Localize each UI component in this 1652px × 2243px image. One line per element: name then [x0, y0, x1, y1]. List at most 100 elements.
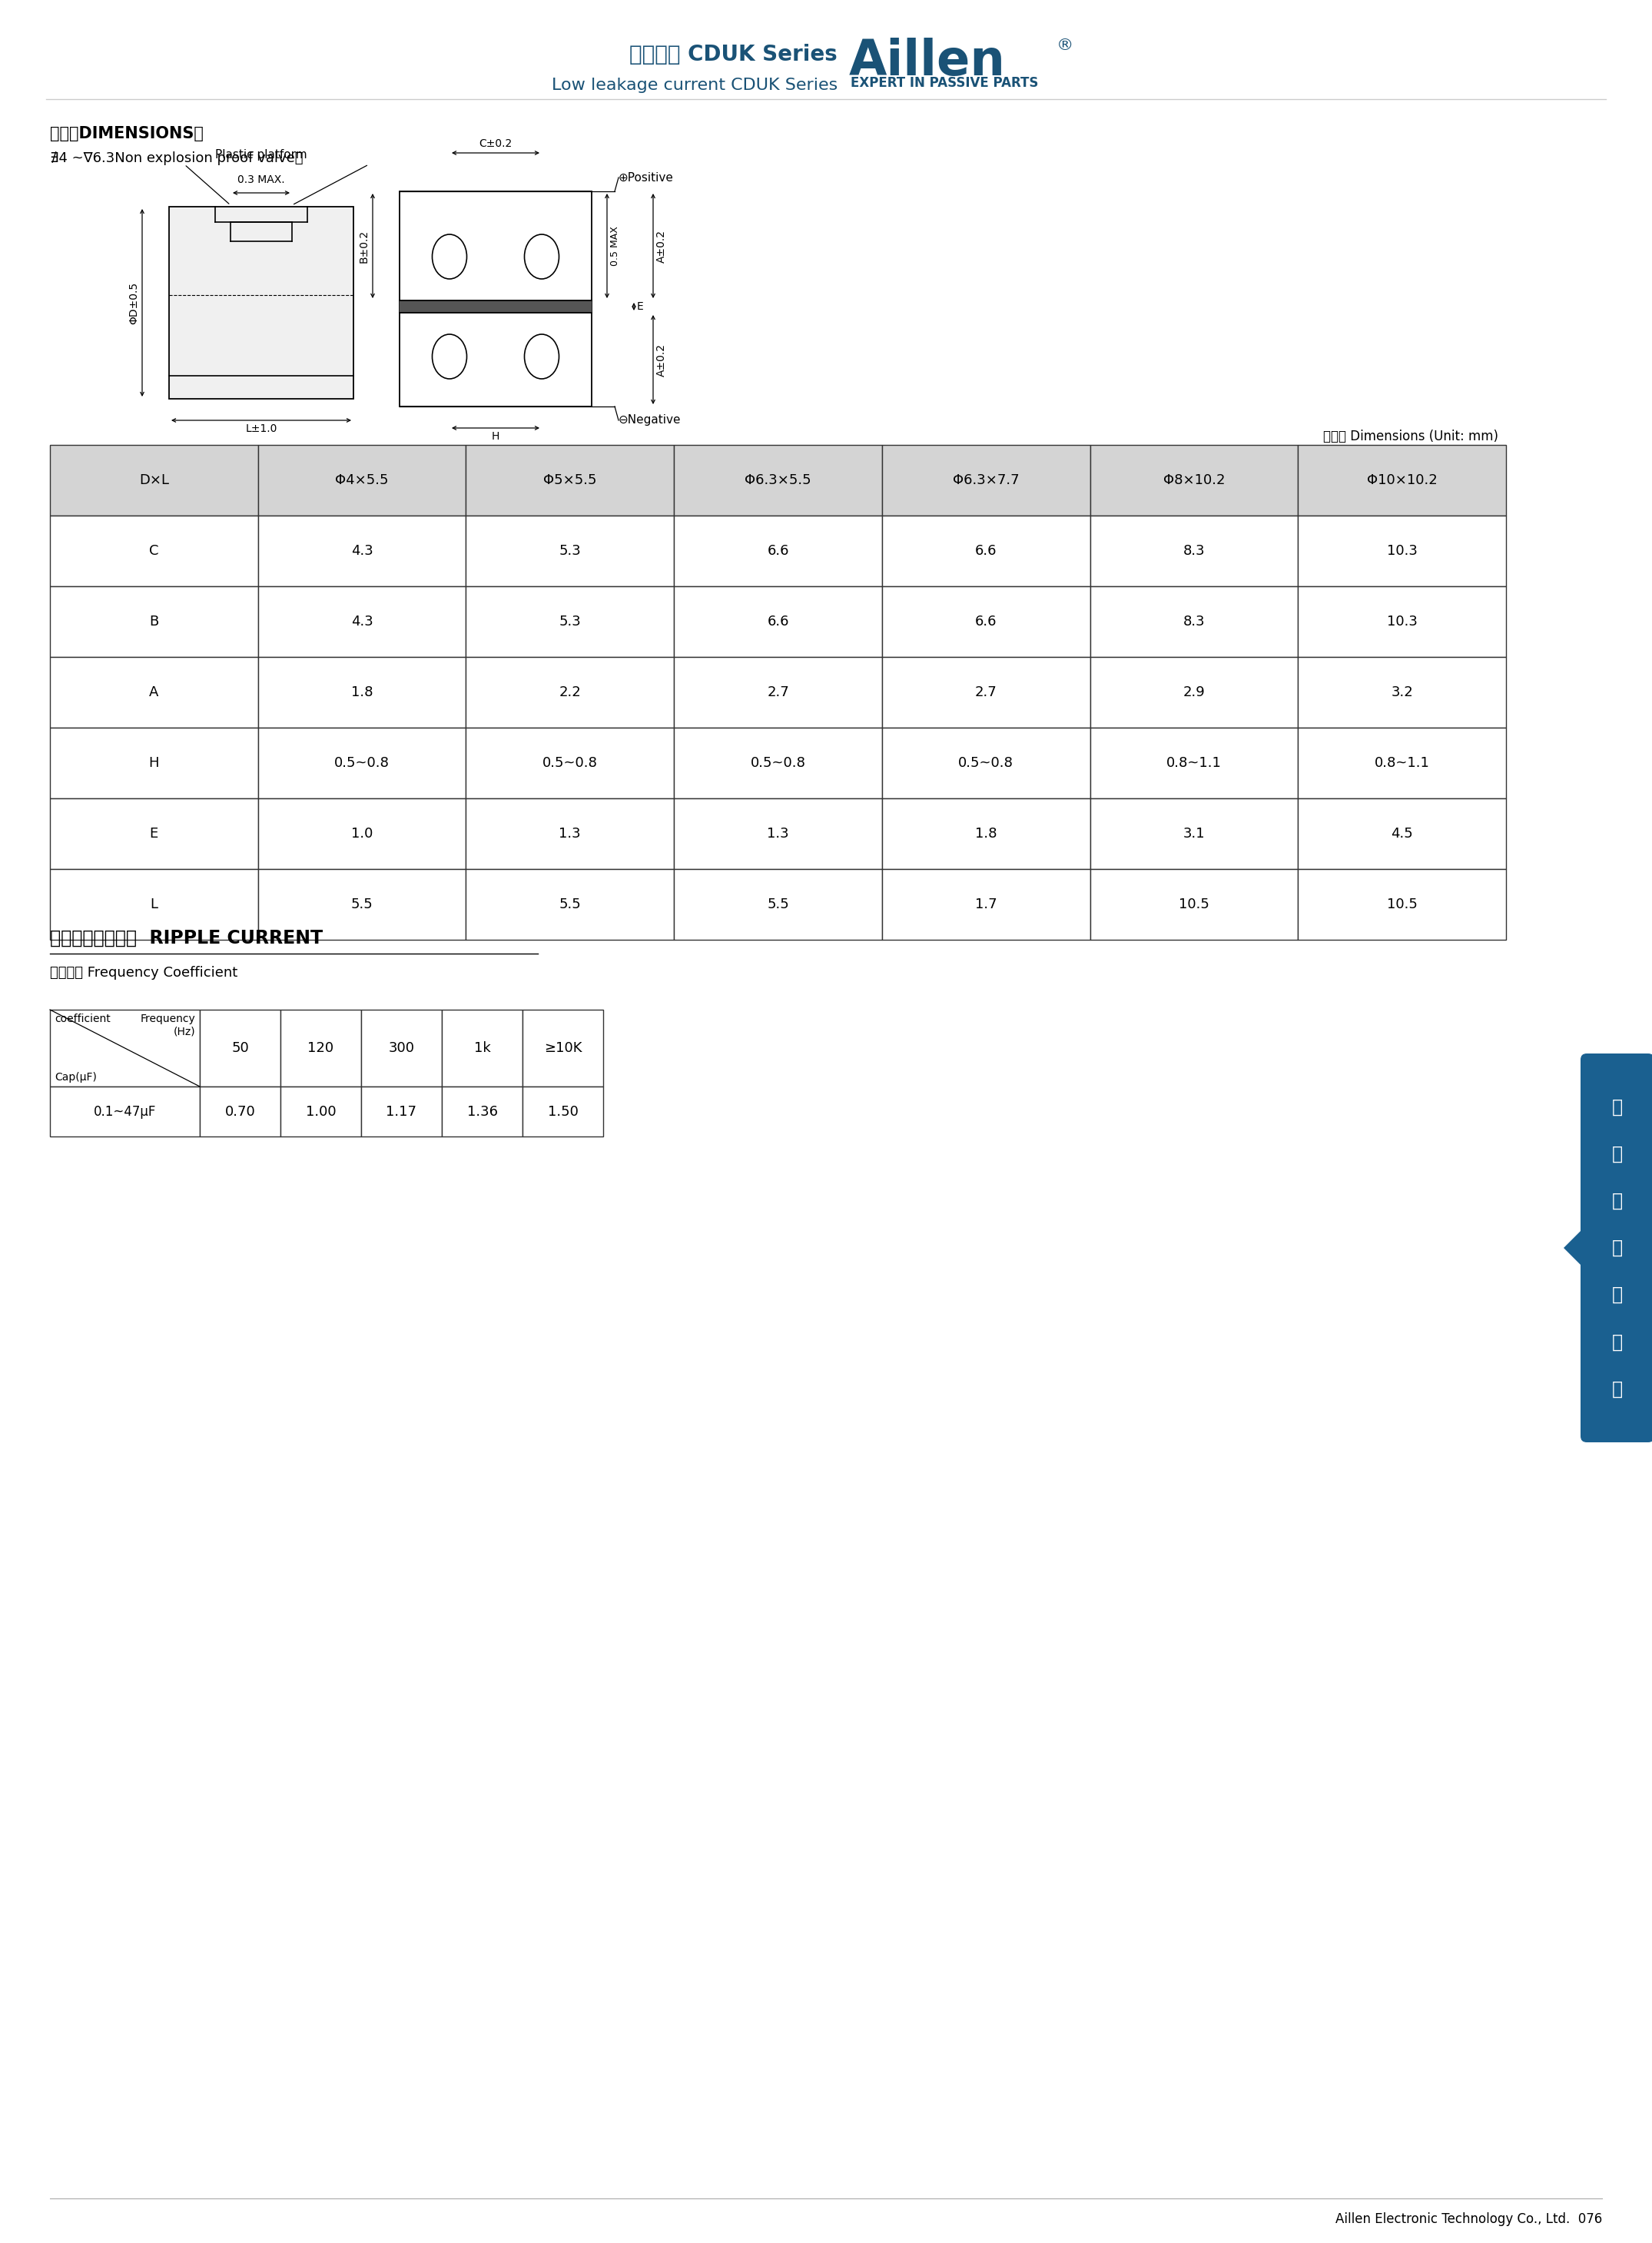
Text: 4.5: 4.5 [1391, 828, 1412, 841]
Text: 5.5: 5.5 [350, 897, 373, 911]
Bar [882, 585, 1090, 657]
Text: D×L: D×L [139, 473, 169, 487]
Bar [674, 516, 882, 585]
Bar [882, 727, 1090, 799]
Bar [1090, 868, 1298, 940]
Text: Plastic platform: Plastic platform [215, 148, 307, 161]
Bar [882, 516, 1090, 585]
Text: 6.6: 6.6 [975, 615, 996, 628]
Text: 10.5: 10.5 [1178, 897, 1209, 911]
Bar [1298, 657, 1507, 727]
Text: C±0.2: C±0.2 [479, 139, 512, 148]
Text: 1.7: 1.7 [975, 897, 998, 911]
Text: ⊖Negative: ⊖Negative [618, 415, 681, 426]
Text: H: H [149, 756, 159, 769]
Text: Φ8×10.2: Φ8×10.2 [1163, 473, 1224, 487]
Bar [466, 868, 674, 940]
Text: B: B [149, 615, 159, 628]
Text: E: E [150, 828, 159, 841]
Text: ®: ® [1057, 38, 1074, 54]
Bar [362, 1086, 441, 1137]
Bar [1090, 585, 1298, 657]
Bar [882, 444, 1090, 516]
Text: Φ10×10.2: Φ10×10.2 [1366, 473, 1437, 487]
Text: 0.5~0.8: 0.5~0.8 [958, 756, 1014, 769]
Bar [1090, 516, 1298, 585]
Text: ∄4 ~∇6.3Non explosion proof valve，: ∄4 ~∇6.3Non explosion proof valve， [50, 150, 302, 166]
Ellipse shape [433, 233, 468, 278]
Text: 1.17: 1.17 [387, 1104, 416, 1119]
Text: 2.7: 2.7 [975, 686, 998, 700]
Bar [882, 799, 1090, 868]
Text: 8.3: 8.3 [1183, 545, 1204, 559]
Text: Low leakage current CDUK Series: Low leakage current CDUK Series [552, 79, 838, 92]
Bar [674, 868, 882, 940]
Bar [50, 585, 258, 657]
Text: Φ5×5.5: Φ5×5.5 [544, 473, 596, 487]
FancyBboxPatch shape [1581, 1054, 1652, 1442]
Bar [50, 1086, 200, 1137]
Text: 0.5 MAX: 0.5 MAX [610, 227, 620, 267]
Ellipse shape [524, 334, 558, 379]
Text: H: H [492, 431, 499, 442]
Text: 0.70: 0.70 [225, 1104, 256, 1119]
Bar [258, 585, 466, 657]
Bar [1298, 868, 1507, 940]
Text: 1.50: 1.50 [547, 1104, 578, 1119]
Bar [674, 799, 882, 868]
Bar [258, 516, 466, 585]
Text: 6.6: 6.6 [975, 545, 996, 559]
Bar [1298, 799, 1507, 868]
Bar [258, 657, 466, 727]
Text: A±0.2: A±0.2 [656, 343, 667, 377]
Bar [466, 727, 674, 799]
Text: 1.36: 1.36 [468, 1104, 497, 1119]
Text: Φ6.3×5.5: Φ6.3×5.5 [745, 473, 811, 487]
Bar [50, 1009, 200, 1086]
Bar [1090, 657, 1298, 727]
Bar [50, 657, 258, 727]
Bar [466, 657, 674, 727]
Text: 1k: 1k [474, 1041, 491, 1054]
Bar [1090, 444, 1298, 516]
Text: 8.3: 8.3 [1183, 615, 1204, 628]
Text: Frequency
(Hz): Frequency (Hz) [140, 1014, 195, 1036]
Text: 外型圖DIMENSIONS：: 外型圖DIMENSIONS： [50, 126, 203, 141]
Text: 3.1: 3.1 [1183, 828, 1204, 841]
Bar [258, 727, 466, 799]
Polygon shape [1564, 1225, 1586, 1272]
Text: 0.1~47μF: 0.1~47μF [94, 1104, 157, 1119]
Bar [400, 191, 591, 406]
Text: 解: 解 [1612, 1285, 1622, 1303]
Ellipse shape [433, 334, 468, 379]
Bar [674, 585, 882, 657]
Bar [674, 444, 882, 516]
Text: 5.5: 5.5 [558, 897, 582, 911]
Text: 0.3 MAX.: 0.3 MAX. [238, 175, 284, 186]
Text: E: E [638, 301, 644, 312]
Text: B±0.2: B±0.2 [358, 229, 370, 262]
Text: 5.3: 5.3 [558, 615, 582, 628]
Bar [441, 1009, 522, 1086]
Text: 片: 片 [1612, 1144, 1622, 1162]
Text: 0.5~0.8: 0.5~0.8 [542, 756, 598, 769]
Text: 10.5: 10.5 [1386, 897, 1417, 911]
Bar [258, 799, 466, 868]
Text: 貼: 貼 [1612, 1097, 1622, 1117]
Bar [50, 868, 258, 940]
Bar [50, 444, 258, 516]
Text: 鋋: 鋋 [1612, 1191, 1622, 1209]
Text: A: A [149, 686, 159, 700]
Text: 10.3: 10.3 [1386, 615, 1417, 628]
Text: 50: 50 [231, 1041, 249, 1054]
Text: 2.7: 2.7 [767, 686, 790, 700]
Bar [1090, 727, 1298, 799]
Text: C: C [149, 545, 159, 559]
Text: 5.3: 5.3 [558, 545, 582, 559]
Bar [674, 657, 882, 727]
Bar [200, 1009, 281, 1086]
Text: 0.8~1.1: 0.8~1.1 [1374, 756, 1429, 769]
Bar [281, 1086, 362, 1137]
Text: 低漏電品 CDUK Series: 低漏電品 CDUK Series [629, 45, 838, 65]
Bar [882, 868, 1090, 940]
